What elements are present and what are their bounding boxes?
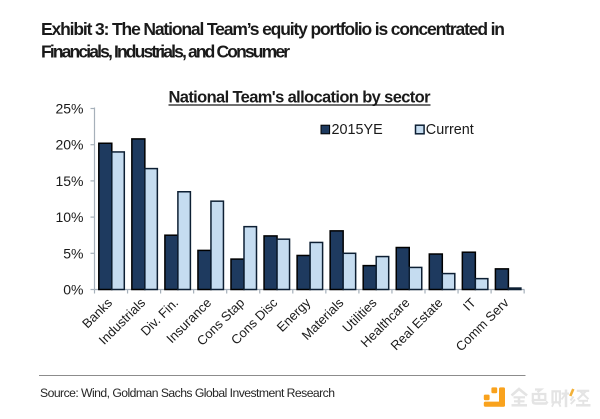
svg-text:25%: 25% xyxy=(55,101,83,117)
svg-text:15%: 15% xyxy=(55,173,83,189)
svg-text:Exhibit 3: The National Team’s: Exhibit 3: The National Team’s equity po… xyxy=(41,19,505,39)
svg-text:2015YE: 2015YE xyxy=(332,122,383,138)
svg-text:0%: 0% xyxy=(63,282,83,298)
svg-text:20%: 20% xyxy=(55,137,83,153)
svg-text:Source: Wind, Goldman Sachs Gl: Source: Wind, Goldman Sachs Global Inves… xyxy=(40,386,335,400)
svg-text:IT: IT xyxy=(460,295,479,314)
svg-text:National Team's allocation by: National Team's allocation by sector xyxy=(169,88,432,106)
svg-text:Current: Current xyxy=(426,122,474,138)
svg-text:10%: 10% xyxy=(55,209,83,225)
svg-text:5%: 5% xyxy=(63,245,83,261)
svg-text:Financials, Industrials, and C: Financials, Industrials, and Consumer xyxy=(41,42,290,62)
